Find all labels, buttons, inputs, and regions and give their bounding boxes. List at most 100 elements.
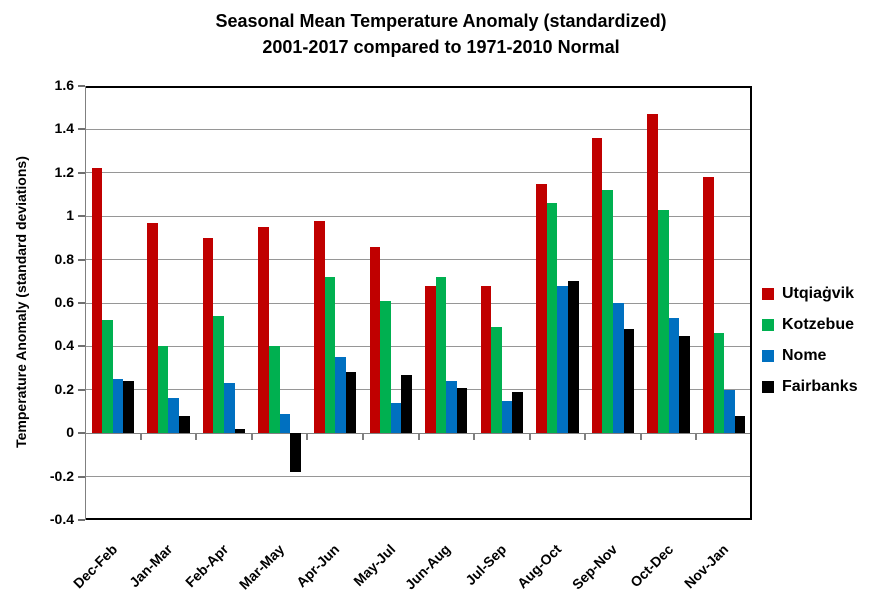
bar-kotzebue-mar-may bbox=[268, 346, 280, 434]
bar-fairbanks-dec-feb bbox=[123, 381, 134, 434]
gridline bbox=[85, 259, 752, 261]
category-tick bbox=[473, 433, 476, 441]
bar-nome-may-jul bbox=[390, 402, 402, 434]
y-tick bbox=[78, 258, 85, 261]
legend: Utqiaġvik Kotzebue Nome Fairbanks bbox=[762, 278, 858, 402]
category-tick bbox=[195, 433, 198, 441]
y-tick-label: -0.2 bbox=[49, 467, 74, 484]
chart-title: Seasonal Mean Temperature Anomaly (stand… bbox=[0, 8, 882, 60]
bar-nome-sep-nov bbox=[613, 303, 624, 434]
y-tick-label: 1.6 bbox=[54, 77, 74, 93]
category-tick bbox=[695, 433, 698, 441]
bar-nome-jan-mar bbox=[168, 398, 179, 434]
bar-fairbanks-aug-oct bbox=[568, 281, 579, 434]
y-tick-label: 1.2 bbox=[54, 163, 74, 180]
bar-fairbanks-nov-jan bbox=[734, 415, 746, 434]
legend-label: Fairbanks bbox=[782, 377, 858, 395]
bar-utqiaġvik-mar-may bbox=[258, 227, 269, 434]
bar-nome-oct-dec bbox=[668, 318, 680, 434]
bar-utqiaġvik-feb-apr bbox=[202, 237, 214, 434]
y-tick-label: 0.2 bbox=[54, 380, 74, 397]
legend-label: Utqiaġvik bbox=[782, 284, 855, 302]
plot-frame-bottom bbox=[85, 518, 752, 520]
bar-fairbanks-oct-dec bbox=[679, 335, 690, 434]
plot-frame-right bbox=[750, 86, 752, 520]
legend-swatch-utqiaġvik bbox=[762, 287, 774, 300]
y-tick-label: 0.6 bbox=[54, 294, 74, 310]
y-tick-label: 1 bbox=[66, 207, 74, 224]
bar-fairbanks-apr-jun bbox=[345, 372, 357, 434]
y-tick-label: 0.8 bbox=[54, 250, 74, 267]
legend-item: Nome bbox=[762, 340, 858, 371]
legend-swatch-kotzebue bbox=[762, 318, 774, 331]
bar-nome-mar-may bbox=[279, 413, 291, 434]
y-tick-label: 0 bbox=[66, 424, 74, 441]
bar-kotzebue-may-jul bbox=[380, 300, 391, 434]
bar-kotzebue-apr-jun bbox=[324, 276, 336, 434]
category-tick bbox=[306, 433, 309, 441]
category-tick bbox=[584, 433, 587, 441]
bar-nome-jun-aug bbox=[446, 381, 457, 434]
y-tick bbox=[78, 388, 85, 391]
bar-kotzebue-dec-feb bbox=[102, 320, 113, 434]
y-tick bbox=[78, 519, 85, 521]
y-tick bbox=[78, 475, 85, 478]
gridline bbox=[85, 476, 752, 478]
legend-item: Utqiaġvik bbox=[762, 278, 858, 309]
bar-nome-jul-sep bbox=[501, 400, 513, 434]
gridline bbox=[85, 215, 752, 217]
gridline bbox=[85, 128, 752, 130]
bar-utqiaġvik-nov-jan bbox=[703, 177, 714, 434]
bar-utqiaġvik-aug-oct bbox=[536, 183, 547, 434]
bar-fairbanks-feb-apr bbox=[234, 428, 246, 434]
y-tick bbox=[78, 85, 85, 87]
legend-label: Nome bbox=[782, 346, 827, 364]
chart-title-line2: 2001-2017 compared to 1971-2010 Normal bbox=[262, 37, 620, 57]
bar-kotzebue-oct-dec bbox=[658, 209, 669, 434]
gridline bbox=[85, 172, 752, 174]
category-tick bbox=[639, 433, 642, 441]
bar-utqiaġvik-apr-jun bbox=[313, 220, 325, 434]
bar-kotzebue-aug-oct bbox=[546, 203, 558, 434]
gridline bbox=[85, 345, 752, 347]
y-tick bbox=[78, 302, 85, 304]
category-tick bbox=[250, 433, 253, 441]
bar-kotzebue-feb-apr bbox=[213, 316, 224, 434]
bar-fairbanks-jun-aug bbox=[456, 387, 468, 434]
bar-nome-dec-feb bbox=[112, 378, 124, 434]
legend-item: Fairbanks bbox=[762, 371, 858, 402]
bar-nome-feb-apr bbox=[223, 383, 235, 434]
bar-fairbanks-may-jul bbox=[401, 374, 412, 434]
gridline bbox=[85, 389, 752, 391]
bar-nome-apr-jun bbox=[335, 357, 346, 434]
bar-kotzebue-jun-aug bbox=[435, 276, 447, 434]
bar-utqiaġvik-jan-mar bbox=[147, 222, 158, 434]
y-tick-label: 1.4 bbox=[54, 120, 74, 137]
legend-swatch-fairbanks bbox=[762, 380, 774, 393]
y-tick bbox=[78, 345, 85, 348]
category-tick bbox=[361, 433, 364, 441]
y-axis-title: Temperature Anomaly (standard deviations… bbox=[13, 156, 29, 448]
category-tick bbox=[417, 433, 420, 441]
bar-fairbanks-jul-sep bbox=[512, 391, 524, 434]
bar-utqiaġvik-jun-aug bbox=[425, 285, 436, 434]
bar-utqiaġvik-may-jul bbox=[369, 246, 381, 434]
y-tick bbox=[78, 215, 85, 218]
bar-kotzebue-jul-sep bbox=[491, 326, 502, 434]
bar-fairbanks-jan-mar bbox=[178, 415, 190, 434]
bar-fairbanks-mar-may bbox=[290, 433, 301, 473]
y-tick-label: 0.4 bbox=[54, 337, 74, 354]
bar-utqiaġvik-oct-dec bbox=[647, 114, 659, 434]
plot-frame-top bbox=[85, 86, 752, 88]
y-tick bbox=[78, 128, 85, 131]
legend-label: Kotzebue bbox=[782, 315, 854, 333]
bar-nome-nov-jan bbox=[724, 389, 735, 434]
legend-swatch-nome bbox=[762, 349, 774, 362]
bar-utqiaġvik-jul-sep bbox=[480, 285, 492, 434]
chart-title-line1: Seasonal Mean Temperature Anomaly (stand… bbox=[215, 11, 667, 31]
y-tick bbox=[78, 432, 85, 435]
bar-nome-aug-oct bbox=[557, 285, 569, 434]
bar-fairbanks-sep-nov bbox=[623, 329, 635, 434]
category-tick bbox=[528, 433, 531, 441]
legend-item: Kotzebue bbox=[762, 309, 858, 340]
